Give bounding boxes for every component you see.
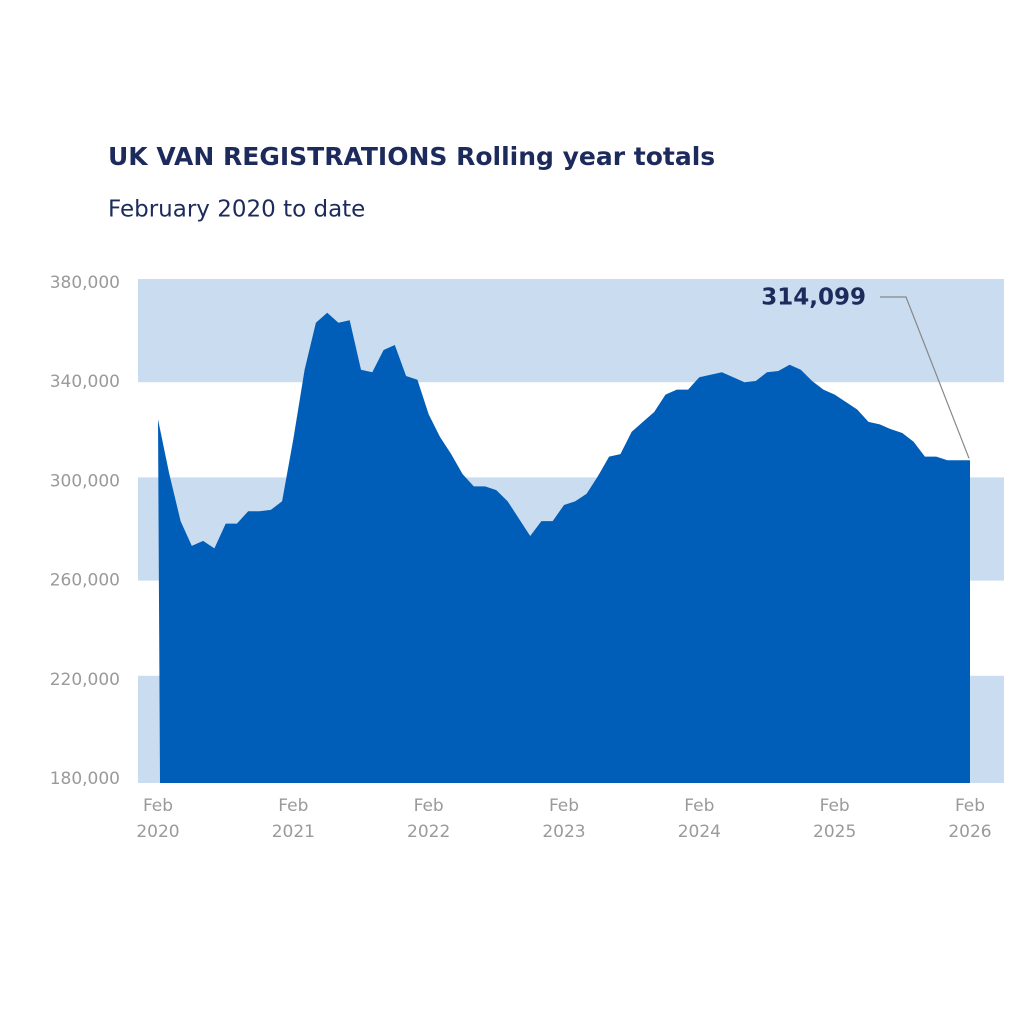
x-tick-label: Feb 2020 — [136, 796, 179, 842]
x-tick-label: Feb 2025 — [813, 796, 856, 842]
x-tick-label: Feb 2026 — [948, 796, 991, 842]
y-tick-label: 180,000 — [50, 769, 120, 789]
y-tick-label: 380,000 — [50, 273, 120, 293]
annotation-leader — [880, 296, 970, 459]
y-tick-label: 260,000 — [50, 571, 120, 591]
y-tick-label: 300,000 — [50, 471, 120, 491]
annotation: 314,099 — [761, 285, 866, 311]
x-tick-label: Feb 2021 — [272, 796, 315, 842]
y-tick-label: 220,000 — [50, 670, 120, 690]
y-tick-label: 340,000 — [50, 372, 120, 392]
chart-subtitle: February 2020 to date — [108, 197, 365, 223]
area — [158, 312, 970, 783]
x-tick-label: Feb 2024 — [678, 796, 721, 842]
x-tick-label: Feb 2022 — [407, 796, 450, 842]
background-band — [138, 279, 1004, 383]
chart-title: UK VAN REGISTRATIONS Rolling year totals — [108, 142, 715, 171]
x-tick-label: Feb 2023 — [542, 796, 585, 842]
